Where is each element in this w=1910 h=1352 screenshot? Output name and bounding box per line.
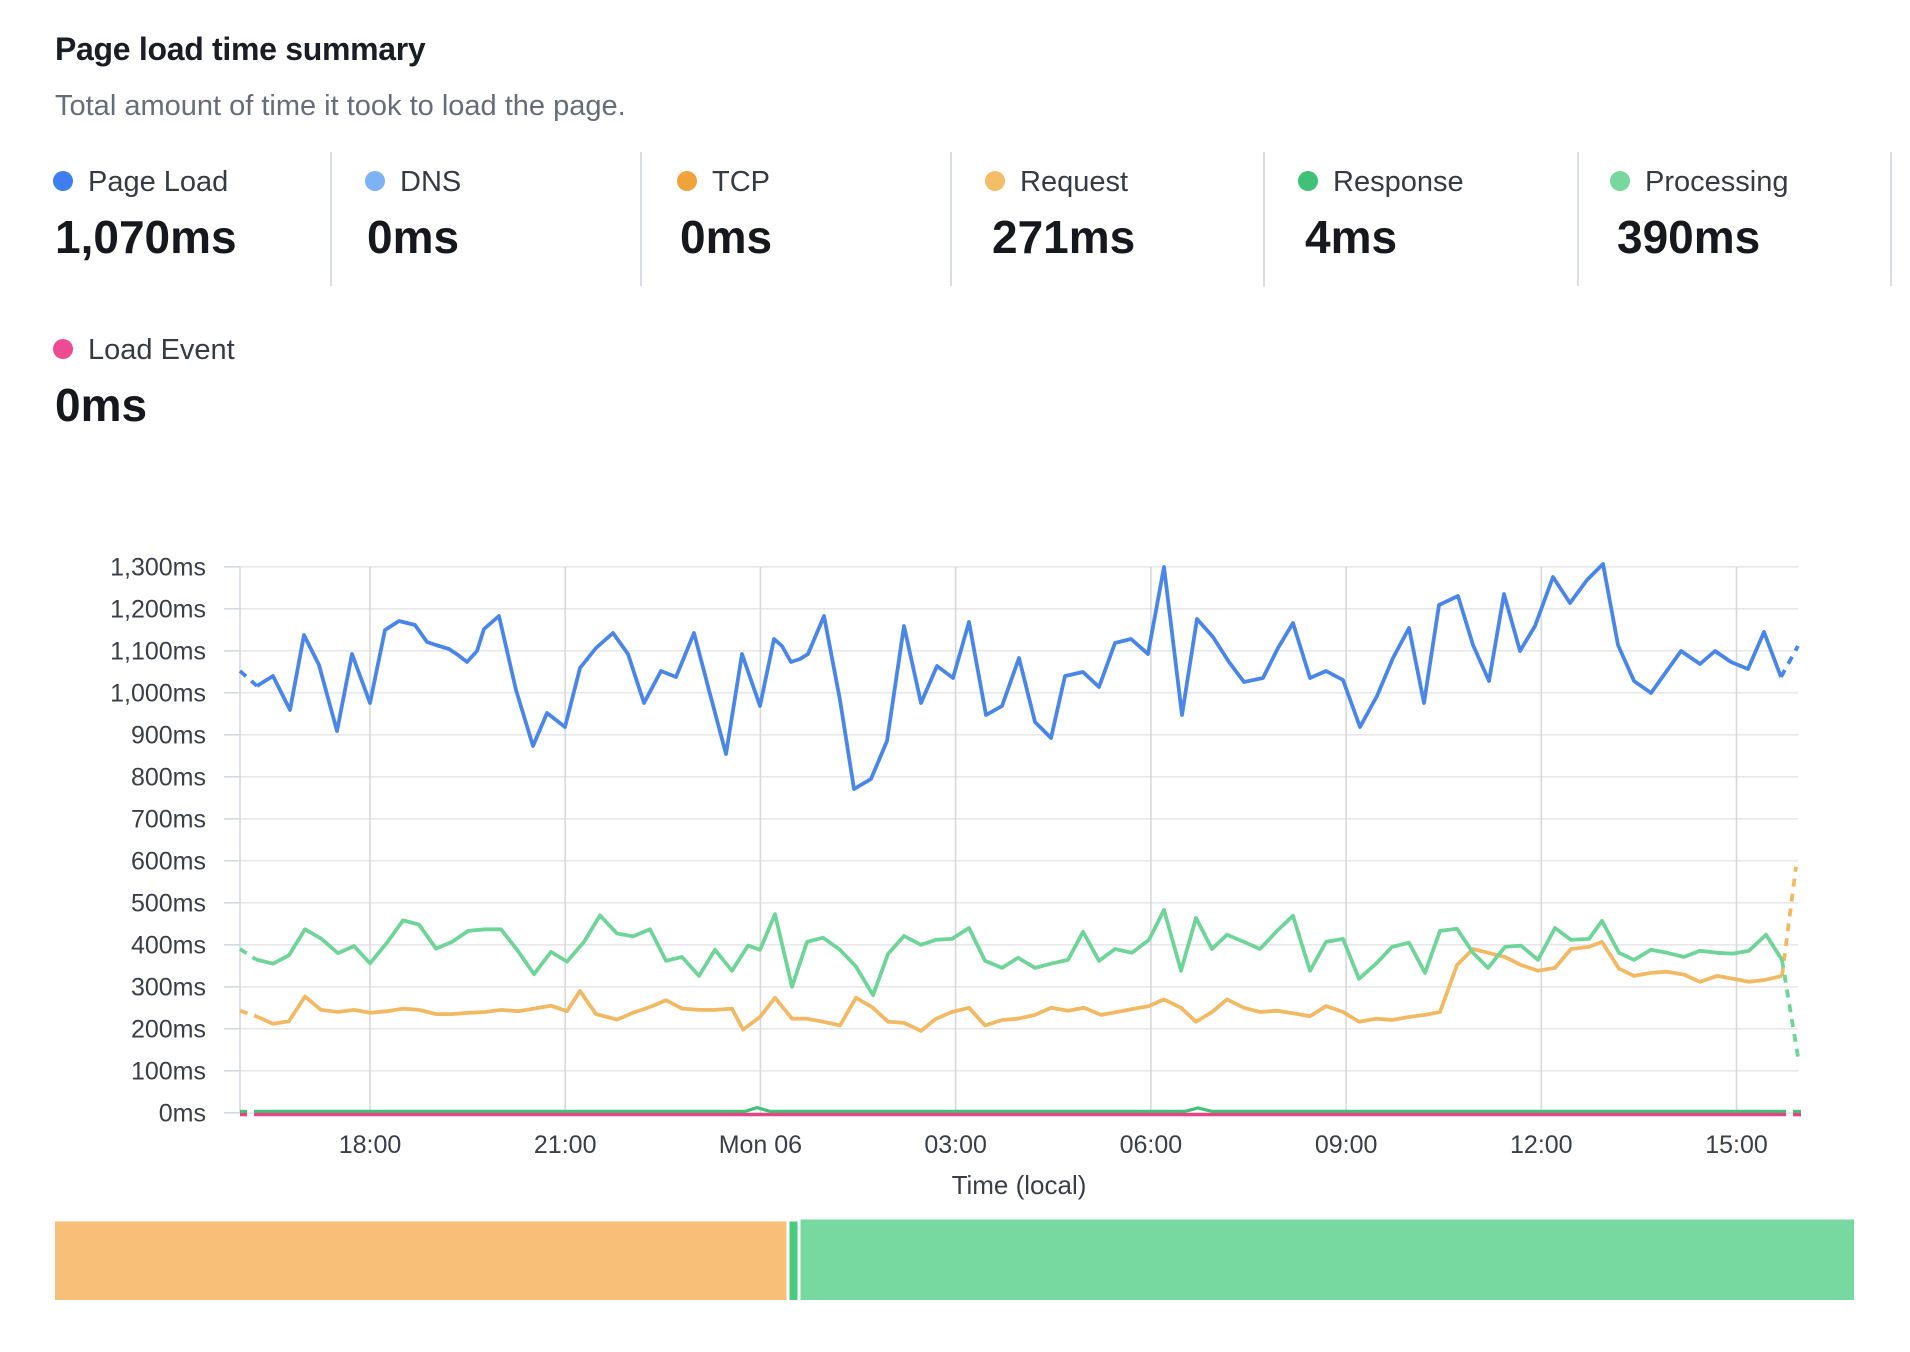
svg-text:1,300ms: 1,300ms: [110, 553, 206, 581]
svg-text:1,100ms: 1,100ms: [110, 637, 206, 665]
svg-text:700ms: 700ms: [131, 805, 206, 833]
svg-text:06:00: 06:00: [1120, 1131, 1183, 1159]
svg-text:Time (local): Time (local): [952, 1170, 1087, 1200]
svg-text:0ms: 0ms: [159, 1099, 206, 1127]
svg-text:09:00: 09:00: [1315, 1131, 1378, 1159]
svg-text:900ms: 900ms: [131, 721, 206, 749]
svg-text:15:00: 15:00: [1705, 1131, 1768, 1159]
svg-text:200ms: 200ms: [131, 1015, 206, 1043]
svg-text:1,200ms: 1,200ms: [110, 595, 206, 623]
svg-text:800ms: 800ms: [131, 763, 206, 791]
svg-text:18:00: 18:00: [339, 1131, 402, 1159]
svg-text:Mon 06: Mon 06: [719, 1131, 802, 1159]
svg-text:100ms: 100ms: [131, 1057, 206, 1085]
svg-text:600ms: 600ms: [131, 847, 206, 875]
svg-text:300ms: 300ms: [131, 973, 206, 1001]
svg-text:400ms: 400ms: [131, 931, 206, 959]
svg-text:500ms: 500ms: [131, 889, 206, 917]
svg-text:12:00: 12:00: [1510, 1131, 1573, 1159]
svg-text:1,000ms: 1,000ms: [110, 679, 206, 707]
svg-text:03:00: 03:00: [924, 1131, 987, 1159]
svg-text:21:00: 21:00: [534, 1131, 597, 1159]
